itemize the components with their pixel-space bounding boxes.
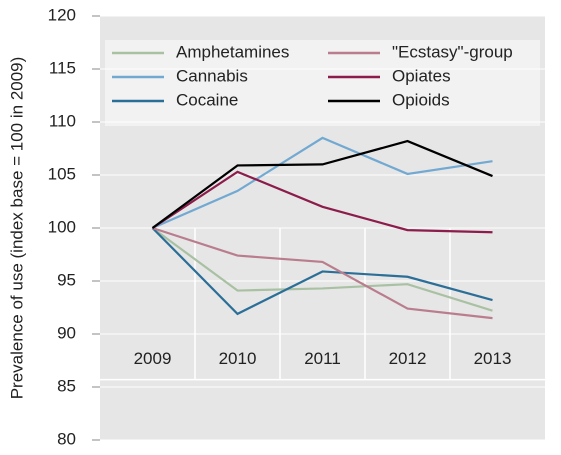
series-line bbox=[152, 226, 493, 320]
legend-background bbox=[105, 40, 540, 126]
y-tick-label: 105 bbox=[48, 164, 76, 183]
series-line bbox=[151, 139, 493, 229]
series-line bbox=[151, 227, 493, 316]
y-tick-label: 115 bbox=[49, 58, 76, 77]
x-tick-label: 2011 bbox=[304, 349, 341, 368]
y-tick-label: 100 bbox=[48, 217, 76, 236]
legend-label: Cannabis bbox=[176, 66, 248, 85]
legend-label: "Ecstasy"-group bbox=[392, 42, 513, 61]
y-axis-label: Prevalence of use (index base = 100 in 2… bbox=[7, 57, 26, 400]
series-line bbox=[151, 227, 493, 312]
y-tick-label: 110 bbox=[49, 111, 76, 130]
y-tick-label: 90 bbox=[57, 323, 76, 342]
x-tick-label: 2012 bbox=[389, 349, 427, 368]
legend-label: Cocaine bbox=[176, 90, 238, 109]
series-line bbox=[152, 136, 493, 230]
x-tick-label: 2010 bbox=[219, 349, 257, 368]
x-tick-label: 2013 bbox=[474, 349, 512, 368]
y-tick-label: 120 bbox=[48, 5, 76, 24]
y-tick-label: 85 bbox=[57, 376, 76, 395]
y-tick-label: 80 bbox=[57, 429, 76, 448]
y-tick-label: 95 bbox=[57, 270, 76, 289]
legend-label: Amphetamines bbox=[176, 42, 289, 61]
legend-label: Opioids bbox=[392, 90, 450, 109]
legend-label: Opiates bbox=[392, 66, 451, 85]
x-tick-label: 2009 bbox=[134, 349, 172, 368]
series-line bbox=[151, 170, 493, 234]
